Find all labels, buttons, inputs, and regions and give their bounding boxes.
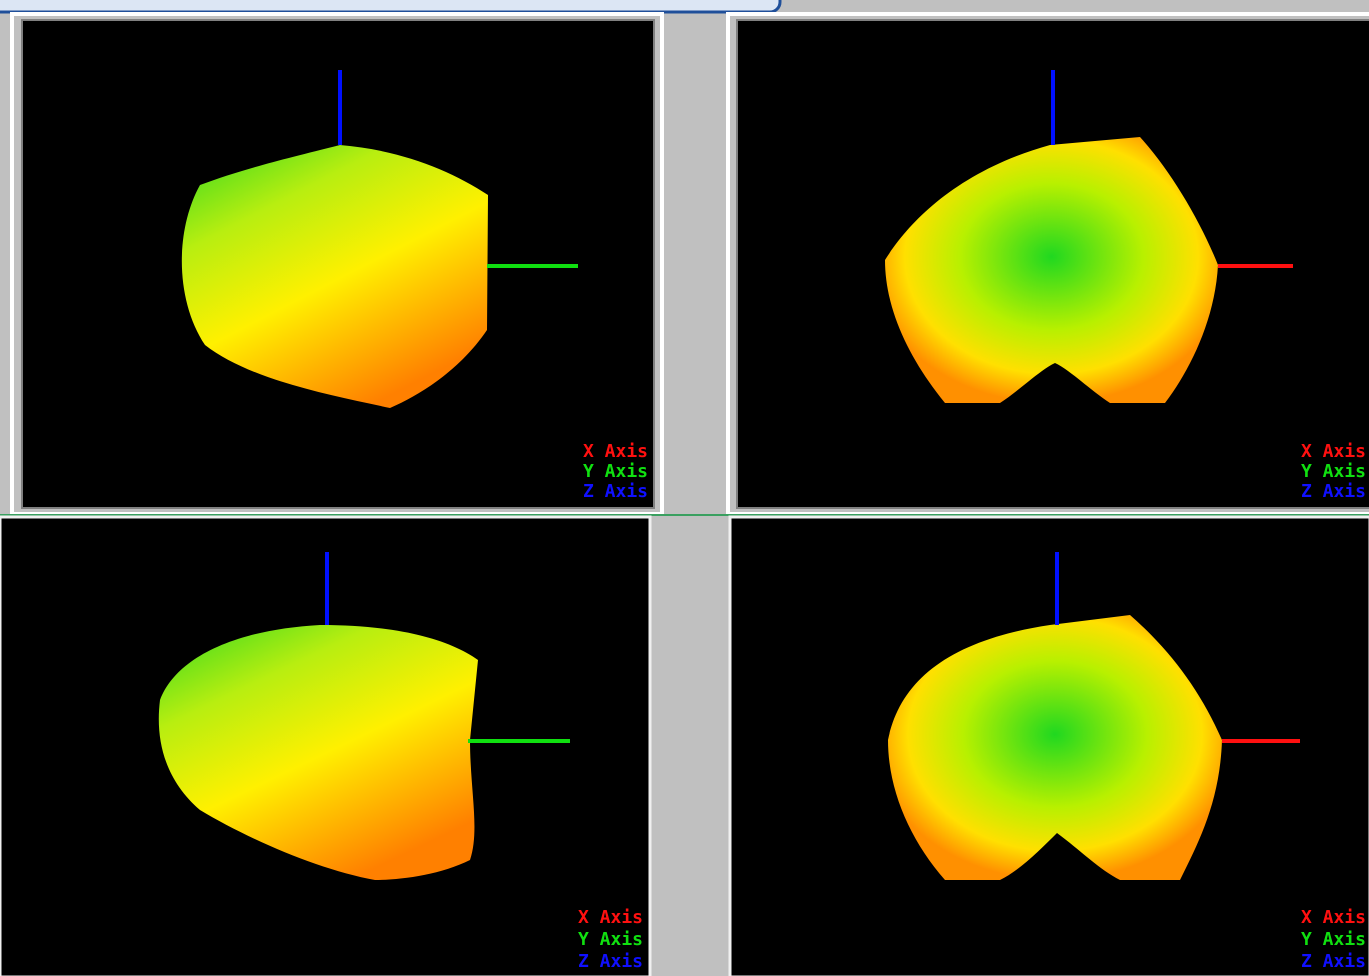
legend-label: X Axis [578,907,643,928]
legend-label: Z Axis [578,951,643,972]
model [885,137,1218,403]
model [181,145,488,408]
title-bar [0,0,782,14]
legend-label: Z Axis [1301,481,1366,502]
model [158,625,478,880]
legend-label: Z Axis [1301,951,1366,972]
legend-label: Y Axis [1301,461,1366,482]
legend-label: X Axis [1301,441,1366,462]
legend-label: Y Axis [1301,929,1366,950]
legend-label: X Axis [1301,907,1366,928]
legend-label: X Axis [583,441,648,462]
legend-label: Y Axis [583,461,648,482]
legend-label: Y Axis [578,929,643,950]
model [888,615,1222,880]
legend-label: Z Axis [583,481,648,502]
